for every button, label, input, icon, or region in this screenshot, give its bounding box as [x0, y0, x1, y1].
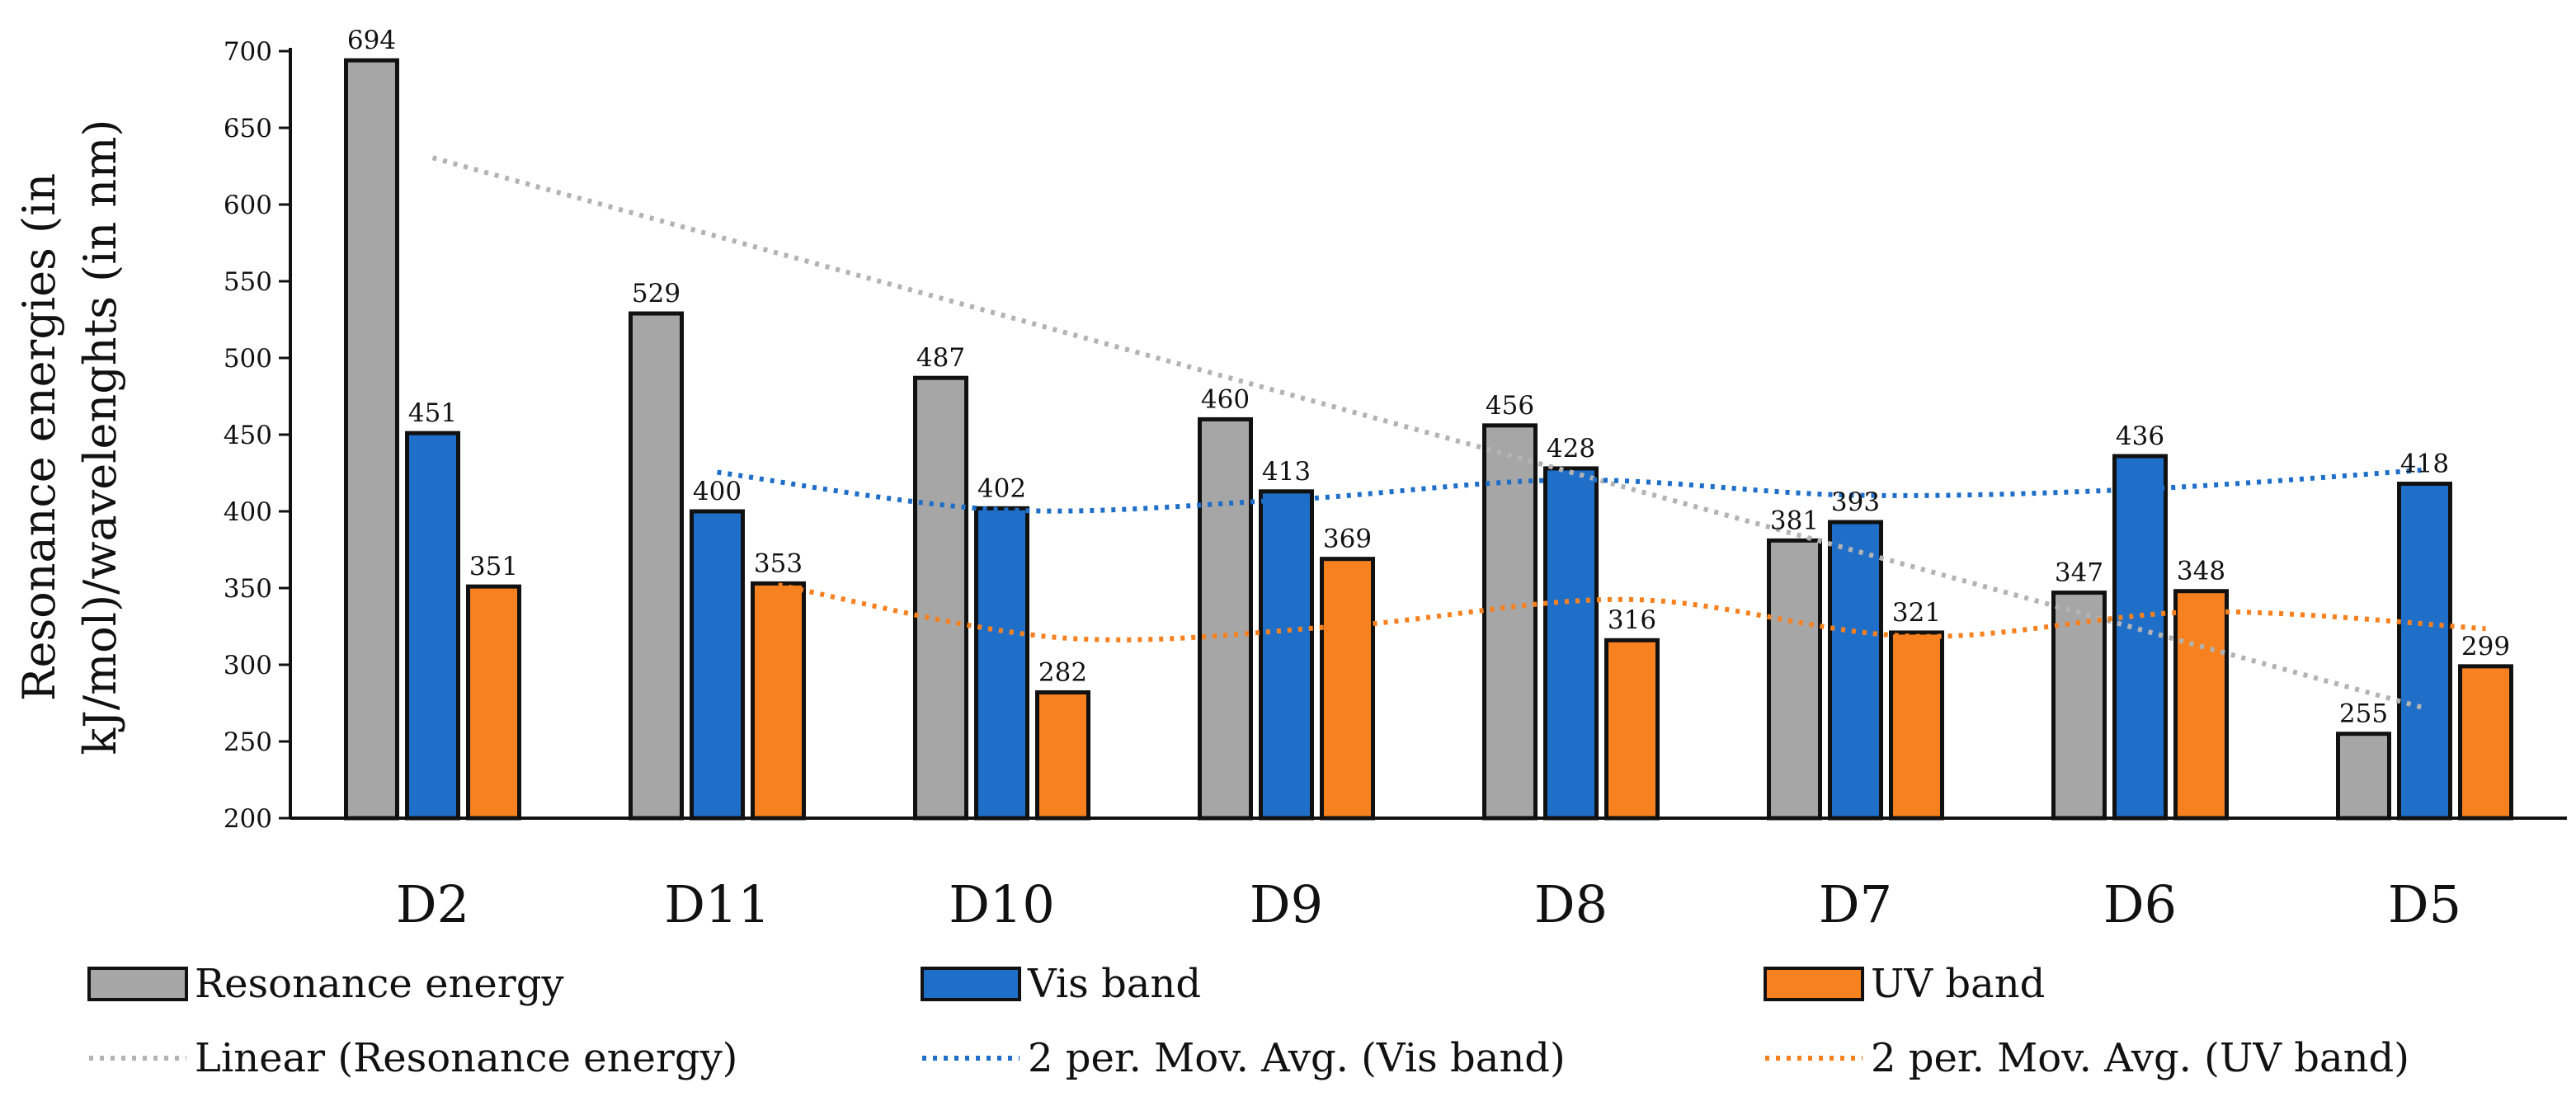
x-category-label: D9 — [1250, 874, 1323, 934]
bar-uv-band — [751, 581, 806, 821]
data-label: 451 — [408, 398, 457, 428]
trendline-moving-average-uv — [777, 582, 2486, 642]
legend-swatch — [921, 967, 1021, 1001]
bar-vis-band — [1259, 489, 1314, 821]
legend: Resonance energy Vis band UV band Linear (R… — [87, 961, 2409, 1081]
data-labels: 694 529 487 460 456 381 347 255 451 400 402 413 428 3… — [347, 26, 2510, 729]
bar-resonance-energy — [2336, 732, 2391, 821]
bar-uv-band — [2458, 664, 2513, 821]
x-axis-categories: D2 D11 D10 D9 D8 D7 D6 D5 — [396, 874, 2461, 934]
bar-vis-band — [1828, 520, 1883, 821]
x-category-label: D8 — [1534, 874, 1608, 934]
x-category-label: D10 — [949, 874, 1055, 934]
y-tick-label: 550 — [224, 267, 272, 297]
bar-vis-band — [974, 506, 1029, 821]
data-label: 460 — [1201, 384, 1250, 414]
bar-uv-band — [1889, 630, 1944, 821]
x-category-label: D2 — [396, 874, 469, 934]
bar-vis-band — [405, 431, 460, 821]
bar-vis-band — [1543, 466, 1599, 821]
bar-uv-band — [1035, 689, 1090, 821]
data-label: 487 — [916, 343, 965, 373]
x-category-label: D11 — [664, 874, 770, 934]
y-tick-label: 700 — [224, 37, 272, 67]
bar-uv-band — [2173, 589, 2229, 821]
bars — [344, 58, 2513, 821]
data-label: 436 — [2116, 421, 2164, 451]
bar-vis-band — [2397, 482, 2452, 821]
y-tick-label: 400 — [224, 497, 272, 527]
legend-label: Vis band — [1027, 961, 1201, 1007]
y-axis-title-line2: kJ/mol)/wavelenghts (in nm) — [74, 120, 126, 755]
bar-resonance-energy — [2051, 591, 2107, 821]
x-category-label: D7 — [1819, 874, 1892, 934]
y-tick-label: 500 — [224, 344, 272, 374]
y-axis-title: Resonance energies (in kJ/mol)/wavelengh… — [13, 120, 126, 755]
data-label: 282 — [1038, 657, 1087, 687]
data-label: 694 — [347, 26, 396, 55]
bar-vis-band — [690, 509, 745, 821]
bar-uv-band — [466, 584, 521, 821]
data-label: 381 — [1770, 506, 1819, 535]
legend-label: 2 per. Mov. Avg. (UV band) — [1871, 1035, 2409, 1081]
bar-resonance-energy — [913, 375, 968, 821]
data-label: 347 — [2055, 558, 2103, 588]
axes — [289, 48, 2567, 820]
trendline-moving-average-vis — [717, 467, 2425, 514]
bar-uv-band — [1320, 557, 1375, 821]
data-label: 413 — [1262, 457, 1311, 487]
data-label: 402 — [977, 473, 1026, 503]
trendline-linear-resonance — [431, 155, 2426, 711]
y-tick-label: 600 — [224, 191, 272, 220]
y-axis-ticks: 200 250 300 350 400 450 500 550 600 650 700 — [224, 37, 290, 834]
data-label: 418 — [2400, 449, 2449, 479]
data-label: 299 — [2461, 632, 2510, 661]
legend-label: 2 per. Mov. Avg. (Vis band) — [1028, 1035, 1566, 1081]
legend-label: Resonance energy — [195, 961, 564, 1007]
y-tick-label: 250 — [224, 727, 272, 757]
y-tick-label: 350 — [224, 574, 272, 604]
legend-label: Linear (Resonance energy) — [195, 1035, 737, 1081]
bar-resonance-energy — [344, 58, 399, 821]
bar-resonance-energy — [1482, 423, 1538, 821]
y-tick-label: 300 — [224, 651, 272, 680]
x-category-label: D5 — [2388, 874, 2461, 934]
data-label: 428 — [1547, 434, 1595, 464]
bar-resonance-energy — [1198, 417, 1253, 821]
y-tick-label: 650 — [224, 114, 272, 144]
legend-label: UV band — [1871, 961, 2045, 1007]
data-label: 255 — [2339, 699, 2388, 729]
data-label: 321 — [1892, 598, 1941, 628]
bar-resonance-energy — [1767, 538, 1822, 821]
data-label: 353 — [754, 548, 803, 578]
data-label: 400 — [693, 477, 742, 506]
data-label: 393 — [1831, 487, 1880, 517]
legend-swatch — [87, 967, 188, 1001]
trendlines — [431, 155, 2486, 711]
data-label: 529 — [632, 279, 680, 308]
data-label: 369 — [1323, 525, 1372, 554]
x-category-label: D6 — [2103, 874, 2177, 934]
data-label: 351 — [469, 552, 518, 581]
y-axis-title-line1: Resonance energies (in — [13, 173, 65, 701]
data-label: 456 — [1486, 391, 1534, 421]
y-tick-label: 450 — [224, 421, 272, 450]
y-tick-label: 200 — [224, 804, 272, 834]
bar-vis-band — [2112, 454, 2168, 821]
bar-uv-band — [1604, 638, 1660, 821]
legend-swatch — [1764, 967, 1864, 1001]
data-label: 316 — [1608, 605, 1656, 635]
bar-resonance-energy — [629, 311, 684, 821]
data-label: 348 — [2177, 557, 2225, 586]
